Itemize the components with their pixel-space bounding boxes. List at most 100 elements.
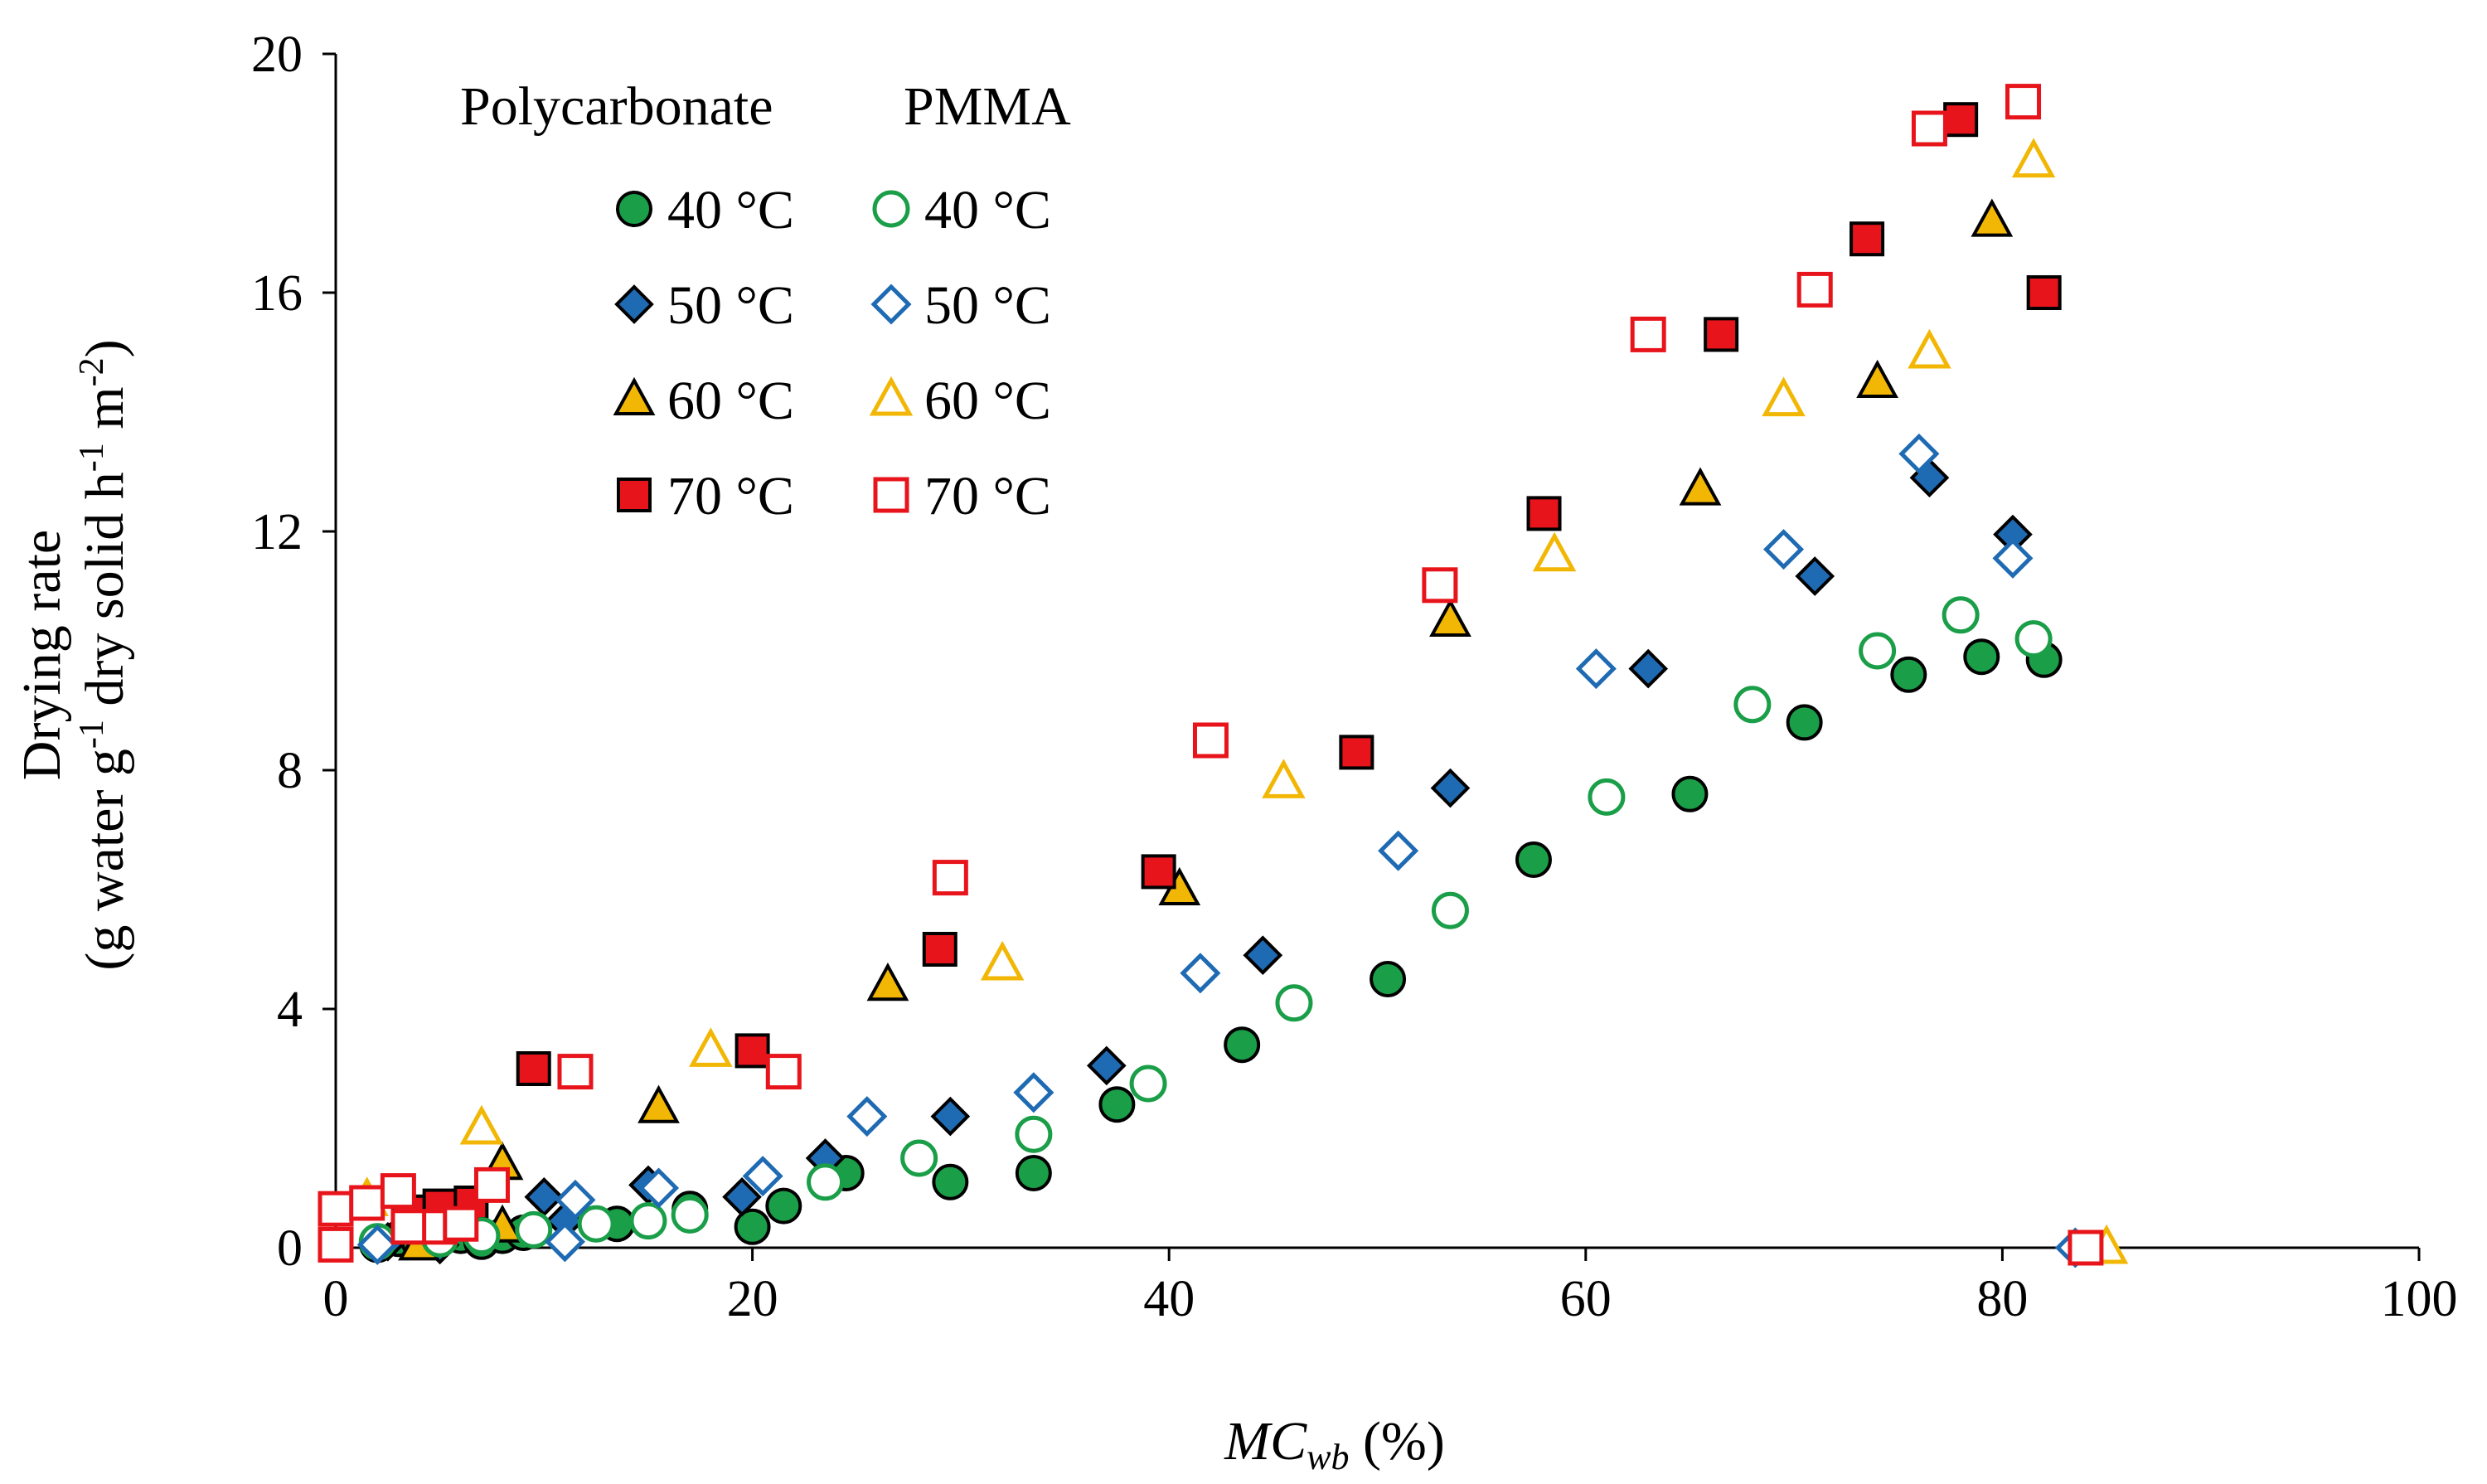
x-title-rest: (%) [1349, 1411, 1444, 1472]
data-point-circle [1224, 1026, 1261, 1064]
data-point-square [380, 1173, 416, 1210]
data-point-square [2068, 1229, 2104, 1266]
legend-label: 50 °C [667, 275, 794, 336]
data-point-triangle [1429, 598, 1471, 637]
data-point-diamond [1086, 1045, 1127, 1086]
data-point-circle [1098, 1086, 1136, 1123]
y-title-part-c: m [75, 386, 135, 443]
data-point-diamond [555, 1179, 596, 1220]
legend-rows: 40 °C 40 °C 50 °C 50 °C 60 °C 60 °C 70 °C 70 °C [613, 180, 1051, 526]
legend-label: 60 °C [667, 371, 794, 431]
data-point-diamond [742, 1156, 783, 1197]
data-point-diamond [930, 1096, 971, 1137]
data-point-circle [1275, 984, 1313, 1022]
data-point-square [1526, 496, 1562, 531]
data-point-diamond [1992, 537, 2034, 579]
data-point-circle [900, 1139, 938, 1177]
x-tick-label: 60 [1560, 1271, 1612, 1327]
y-title-sup1: -1 [73, 720, 111, 749]
legend-marker-square [873, 477, 909, 513]
legend-marker-square [617, 478, 652, 512]
data-points [318, 84, 2129, 1268]
x-title-subscript: wb [1307, 1437, 1349, 1477]
data-point-diamond [1243, 935, 1283, 976]
data-point-square [318, 1191, 354, 1227]
y-tick-label: 0 [277, 1220, 303, 1277]
series-pmma-40c [358, 596, 2053, 1261]
y-title-sup3: -2 [73, 357, 111, 386]
data-point-triangle [689, 1027, 733, 1067]
data-point-circle [1588, 778, 1626, 816]
legend-header-pmma: PMMA [904, 76, 1071, 137]
y-axis-title-line1: Drying rate [12, 530, 72, 780]
data-point-diamond [1575, 648, 1617, 690]
legend-label: 70 °C [924, 466, 1051, 526]
data-point-circle [807, 1163, 845, 1201]
data-point-square [2026, 275, 2062, 310]
data-point-circle [1786, 704, 1823, 741]
data-point-square [1422, 567, 1458, 604]
x-title-main: MC [1224, 1411, 1307, 1472]
series-pmma-70c [318, 84, 2104, 1266]
y-title-part-a: (g water g [75, 749, 135, 971]
data-point-square [1141, 854, 1176, 890]
data-point-diamond [524, 1176, 565, 1217]
legend: Polycarbonate PMMA 40 °C 40 °C 50 °C 50 °C 6… [460, 76, 1071, 526]
data-point-triangle [980, 940, 1025, 981]
x-tick-label: 40 [1143, 1271, 1195, 1327]
data-point-circle [1963, 638, 2000, 676]
data-point-circle [2014, 620, 2053, 658]
data-point-square [390, 1209, 427, 1245]
data-point-triangle [866, 963, 909, 1001]
data-point-circle [1942, 596, 1980, 634]
tick-labels: 0 20 40 60 80 100 0 4 8 12 16 20 [251, 27, 2458, 1327]
data-point-diamond [544, 1221, 585, 1263]
data-point-diamond [1378, 830, 1419, 871]
data-point-square [922, 932, 957, 967]
data-point-diamond [356, 1224, 398, 1265]
legend-marker-diamond [614, 284, 654, 324]
data-point-diamond [1628, 648, 1669, 689]
x-tick-label: 20 [727, 1271, 778, 1327]
data-point-diamond [638, 1167, 680, 1209]
data-point-circle [1890, 656, 1927, 693]
y-tick-label: 20 [251, 27, 303, 83]
data-point-diamond [1795, 556, 1835, 596]
data-point-square [473, 1166, 510, 1203]
legend-marker-circle [872, 190, 910, 228]
data-point-square [1911, 110, 1947, 147]
x-tick-label: 0 [323, 1271, 349, 1327]
data-point-square [734, 1033, 770, 1069]
data-point-square [1849, 221, 1885, 257]
axes [334, 54, 2419, 1249]
y-title-part-b: dry solid h [75, 472, 135, 720]
data-point-square [443, 1205, 479, 1242]
y-tick-label: 4 [277, 982, 303, 1038]
data-point-circle [1859, 632, 1897, 670]
data-point-circle [1129, 1065, 1167, 1103]
data-point-circle [629, 1202, 667, 1240]
data-point-square [516, 1051, 551, 1086]
legend-marker-triangle [613, 376, 656, 415]
data-point-triangle [1679, 467, 1722, 506]
data-point-square [932, 860, 968, 896]
x-axis-title: MCwb (%) [1224, 1411, 1445, 1477]
data-point-circle [1015, 1115, 1053, 1153]
data-point-square [765, 1054, 802, 1090]
data-point-diamond [846, 1096, 888, 1137]
legend-label: 70 °C [667, 466, 794, 526]
data-point-diamond [1898, 433, 1940, 474]
legend-header-polycarbonate: Polycarbonate [460, 76, 773, 137]
data-point-triangle [1262, 759, 1306, 798]
data-point-diamond [1013, 1072, 1054, 1113]
y-title-part-d: ) [75, 339, 135, 357]
series-polycarbonate-70c [390, 102, 2103, 1265]
x-tick-label: 100 [2381, 1271, 2458, 1327]
legend-label: 60 °C [924, 371, 1051, 431]
data-point-square [1796, 271, 1833, 308]
data-point-square [1704, 317, 1739, 352]
data-point-circle [1015, 1155, 1052, 1191]
data-point-triangle [1532, 531, 1577, 572]
data-point-square [1339, 735, 1374, 770]
